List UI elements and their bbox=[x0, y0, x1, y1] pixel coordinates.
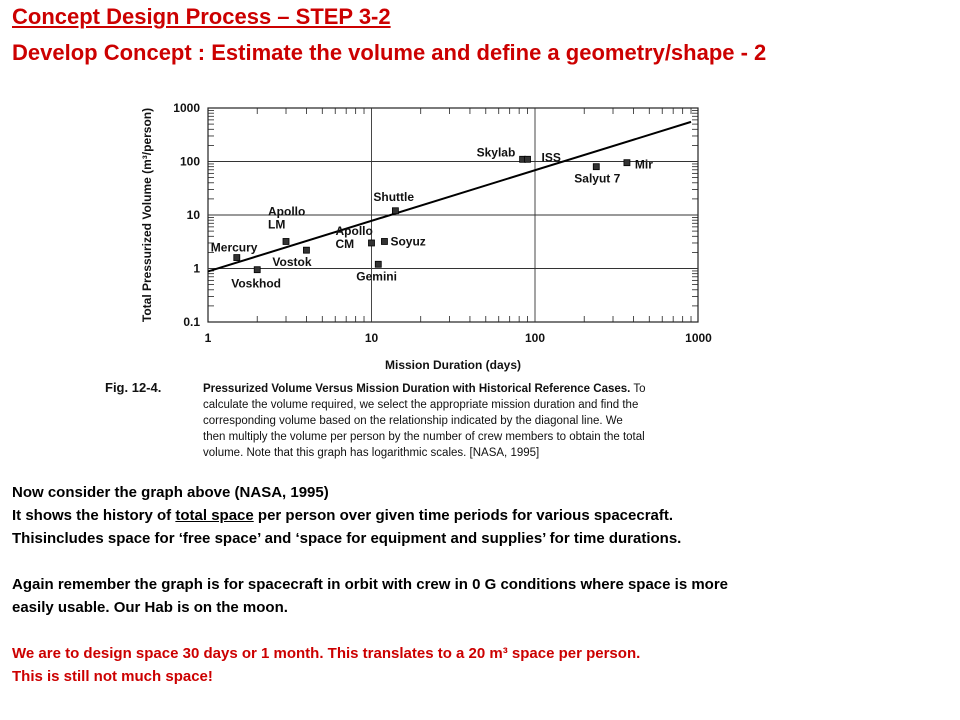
data-point bbox=[374, 260, 382, 268]
y-tick-label: 100 bbox=[180, 155, 200, 169]
data-point bbox=[623, 159, 631, 167]
y-axis-label: Total Pressurized Volume (m³/person) bbox=[140, 108, 154, 322]
body-text: Now consider the graph above (NASA, 1995… bbox=[12, 481, 942, 688]
point-label: Voskhod bbox=[231, 277, 281, 291]
caption-first-line: Fig. 12-4. Pressurized Volume Versus Miss… bbox=[105, 380, 753, 397]
body-text-segment: per person over given time periods for v… bbox=[253, 507, 674, 524]
paragraph-gap bbox=[12, 550, 942, 573]
point-label: Mir bbox=[635, 158, 653, 172]
caption-line: To bbox=[633, 383, 646, 395]
caption-line: calculate the volume required, we select… bbox=[203, 399, 639, 411]
chart-points bbox=[233, 155, 631, 274]
page-subtitle: Develop Concept : Estimate the volume an… bbox=[12, 40, 767, 65]
page-title: Concept Design Process – STEP 3-2 bbox=[12, 4, 391, 29]
data-point bbox=[282, 238, 290, 245]
data-point bbox=[253, 266, 261, 274]
chart-labels: Mission Duration (days) Total Pressurized… bbox=[140, 108, 653, 372]
figure-caption: Fig. 12-4. Pressurized Volume Versus Miss… bbox=[105, 380, 753, 461]
body-line: easily usable. Our Hab is on the moon. bbox=[12, 599, 288, 616]
x-tick-label: 10 bbox=[365, 331, 379, 345]
point-label: Gemini bbox=[356, 269, 397, 283]
x-tick-label: 1000 bbox=[685, 331, 712, 345]
caption-line: then multiply the volume per person by t… bbox=[203, 431, 645, 443]
y-tick-label: 1 bbox=[193, 262, 200, 276]
x-tick-label: 100 bbox=[525, 331, 545, 345]
underlined-term: total space bbox=[175, 507, 254, 524]
data-point bbox=[592, 163, 600, 171]
body-line: Again remember the graph is for spacecra… bbox=[12, 576, 729, 593]
data-point bbox=[524, 155, 531, 163]
body-line: It shows the history of total space per … bbox=[12, 504, 942, 527]
point-label: LM bbox=[268, 217, 285, 231]
body-line: Now consider the graph above (NASA, 1995… bbox=[12, 484, 329, 501]
chart-ticks: 1 10 100 1000 1000 100 10 1 0.1 bbox=[173, 101, 712, 345]
caption-line: volume. Note that this graph has logarit… bbox=[203, 447, 540, 459]
point-label: CM bbox=[336, 237, 355, 251]
figure-label: Fig. 12-4. bbox=[105, 380, 162, 395]
point-label: Soyuz bbox=[390, 234, 425, 248]
chart-grid bbox=[207, 107, 699, 323]
data-point bbox=[381, 238, 388, 245]
x-tick-label: 1 bbox=[205, 331, 212, 345]
paragraph-gap bbox=[12, 619, 942, 642]
y-tick-label: 0.1 bbox=[183, 315, 200, 329]
point-label: Apollo bbox=[336, 224, 373, 238]
point-label: Skylab bbox=[477, 145, 516, 159]
point-label: Apollo bbox=[268, 204, 305, 218]
conclusion-line: We are to design space 30 days or 1 mont… bbox=[12, 645, 641, 662]
data-point bbox=[303, 246, 310, 254]
point-label: Shuttle bbox=[373, 190, 414, 204]
x-axis-label: Mission Duration (days) bbox=[385, 358, 521, 372]
body-line: Thisincludes space for ‘free space’ and … bbox=[12, 530, 682, 547]
body-text-segment: It shows the history of bbox=[12, 507, 176, 524]
point-label: Mercury bbox=[211, 241, 258, 255]
point-label: ISS bbox=[542, 150, 561, 164]
chart-trend bbox=[207, 120, 692, 273]
data-point bbox=[368, 239, 375, 247]
point-label: Salyut 7 bbox=[574, 172, 620, 186]
conclusion-line: This is still not much space! bbox=[12, 668, 213, 685]
caption-line: corresponding volume based on the relati… bbox=[203, 415, 623, 427]
data-point bbox=[391, 207, 399, 215]
trend-line bbox=[207, 120, 692, 273]
y-tick-label: 10 bbox=[187, 208, 201, 222]
point-label: Vostok bbox=[272, 255, 311, 269]
data-point bbox=[233, 254, 241, 261]
y-tick-label: 1000 bbox=[173, 101, 200, 115]
caption-title: Pressurized Volume Versus Mission Durati… bbox=[203, 383, 631, 395]
